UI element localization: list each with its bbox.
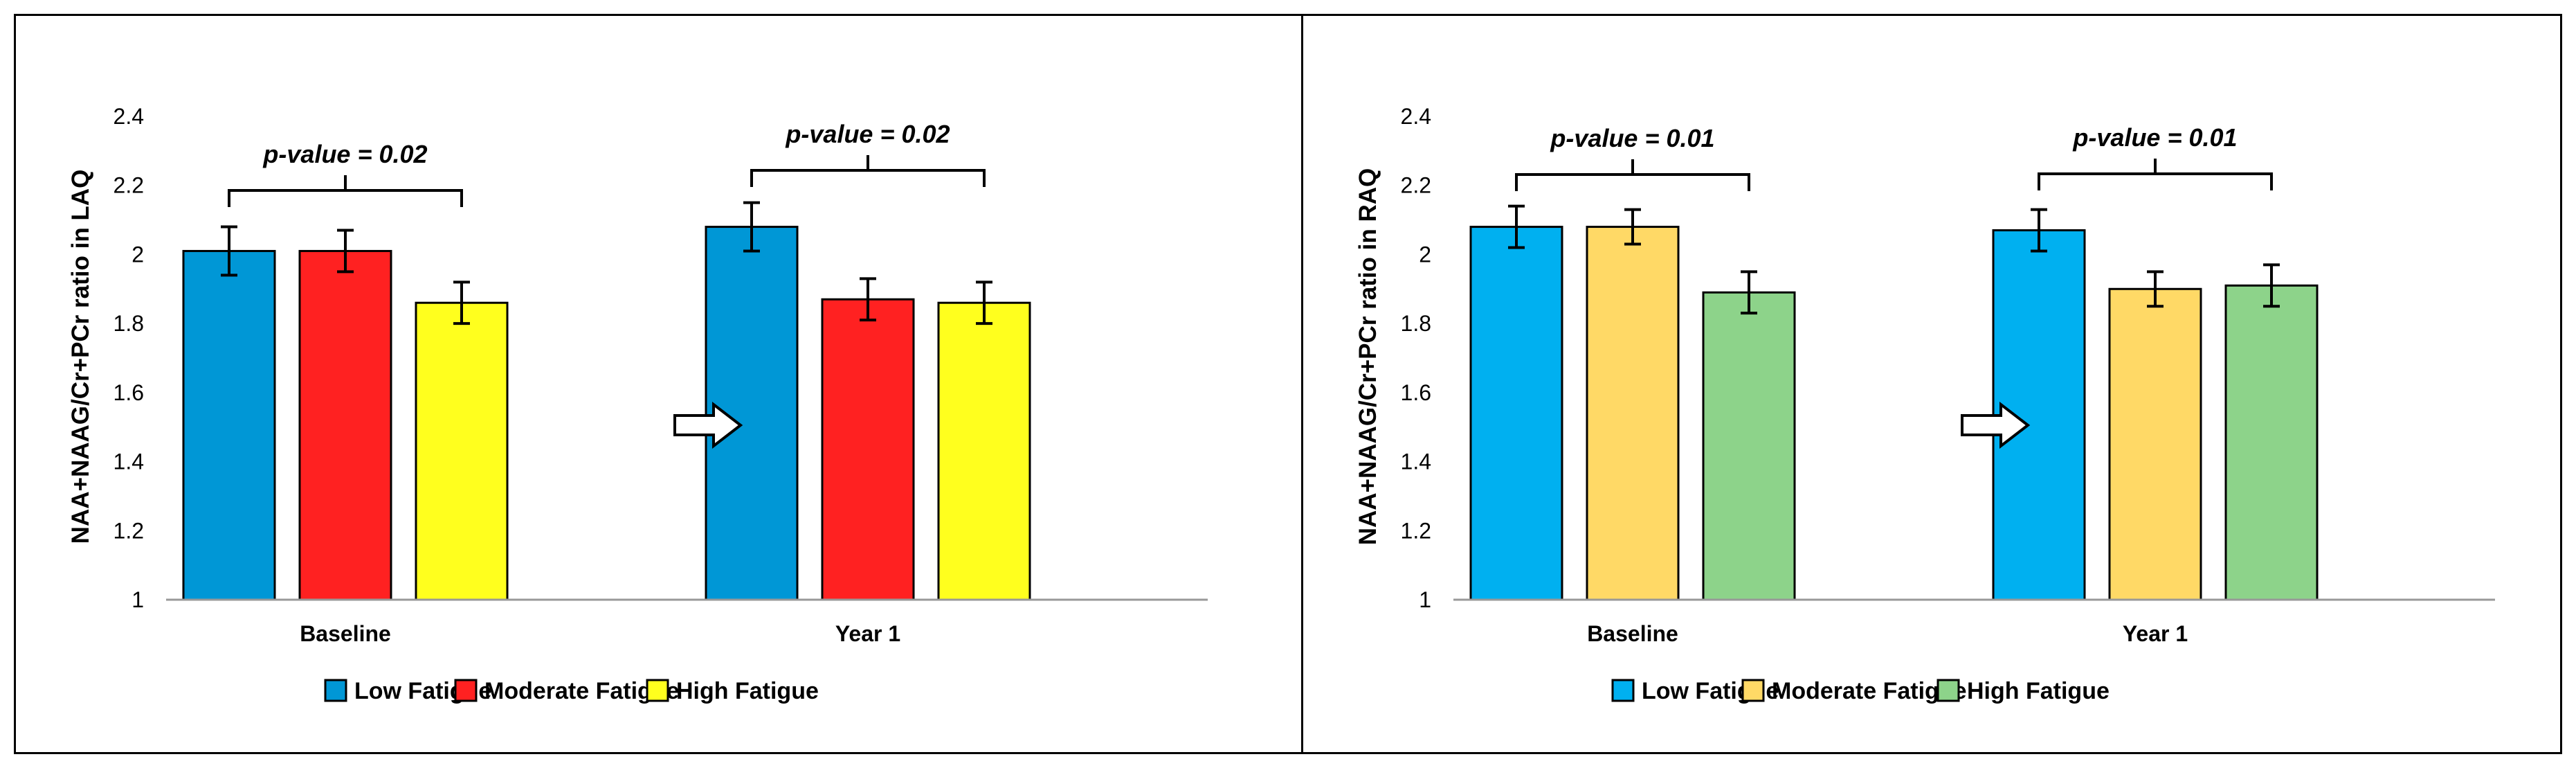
- significance-bracket: [750, 155, 986, 187]
- bar-moderate-fatigue: [2108, 287, 2202, 601]
- y-tick-label: 2.2: [1401, 173, 1431, 198]
- error-bar: [2147, 270, 2164, 308]
- legend-swatch: [324, 679, 347, 702]
- significance-bracket: [228, 175, 463, 207]
- y-tick-label: 1.4: [114, 449, 144, 474]
- bar-moderate-fatigue: [821, 298, 915, 601]
- y-tick-label: 2.4: [114, 104, 144, 129]
- x-tick-label: Baseline: [300, 621, 391, 646]
- y-tick-label: 1.6: [1401, 380, 1431, 405]
- error-bar: [860, 277, 876, 322]
- x-tick-label: Baseline: [1587, 621, 1678, 646]
- panel-divider: [1301, 14, 1303, 754]
- error-bar: [221, 225, 237, 277]
- error-bar: [2263, 263, 2280, 308]
- right-arrow-icon: [1961, 401, 2031, 449]
- figure-frame: [14, 14, 2562, 754]
- bar-low-fatigue: [182, 249, 276, 601]
- bar-low-fatigue: [1469, 226, 1563, 601]
- legend-label: Moderate Fatigue: [1772, 678, 1966, 704]
- right-arrow-icon: [673, 401, 743, 449]
- y-tick-label: 2.4: [1401, 104, 1431, 129]
- legend-swatch: [1611, 679, 1635, 702]
- chart-panel-laq: NAA+NAAG/Cr+PCr ratio in LAQ 1 1.2 1.4 1.6 1…: [67, 104, 1208, 704]
- p-value-annotation: p-value = 0.01: [2072, 123, 2237, 152]
- error-bar: [976, 280, 992, 325]
- y-tick-label: 2.2: [114, 173, 144, 198]
- p-value-annotation: p-value = 0.01: [1550, 124, 1714, 152]
- legend-swatch: [1741, 679, 1765, 702]
- y-tick-label: 1.4: [1401, 449, 1431, 474]
- bar-high-fatigue: [1702, 291, 1796, 601]
- error-bar: [1741, 270, 1757, 315]
- legend-label: High Fatigue: [676, 678, 819, 704]
- chart-panel-raq: NAA+NAAG/Cr+PCr ratio in RAQ 1 1.2 1.4 1.6 1…: [1354, 104, 2495, 704]
- legend-swatch: [646, 679, 669, 702]
- y-tick-label: 1: [1419, 587, 1431, 612]
- bar-high-fatigue: [415, 301, 509, 601]
- y-axis-title: NAA+NAAG/Cr+PCr ratio in RAQ: [1354, 168, 1381, 546]
- y-tick-label: 2: [1419, 242, 1431, 267]
- significance-bracket: [2038, 159, 2273, 190]
- significance-bracket: [1515, 159, 1750, 191]
- bar-high-fatigue: [2224, 284, 2319, 601]
- error-bar: [337, 229, 354, 274]
- x-tick-label: Year 1: [2123, 621, 2188, 646]
- y-tick-label: 1.2: [1401, 518, 1431, 543]
- legend-swatch: [454, 679, 478, 702]
- y-axis-title: NAA+NAAG/Cr+PCr ratio in LAQ: [67, 170, 94, 544]
- error-bar: [1508, 204, 1525, 249]
- y-tick-label: 2: [131, 242, 144, 267]
- y-tick-label: 1.8: [1401, 311, 1431, 336]
- bar-high-fatigue: [937, 301, 1031, 601]
- legend-swatch: [1936, 679, 1960, 702]
- error-bar: [2031, 208, 2047, 253]
- error-bar: [453, 280, 470, 325]
- y-tick-label: 1.8: [114, 311, 144, 336]
- bar-moderate-fatigue: [1586, 226, 1680, 601]
- error-bar: [1624, 208, 1641, 246]
- error-bar: [743, 201, 760, 253]
- x-tick-label: Year 1: [835, 621, 900, 646]
- p-value-annotation: p-value = 0.02: [785, 120, 950, 148]
- y-tick-label: 1.2: [114, 518, 144, 543]
- bar-moderate-fatigue: [298, 249, 392, 601]
- y-tick-label: 1: [131, 587, 144, 612]
- y-tick-label: 1.6: [114, 380, 144, 405]
- legend-label: High Fatigue: [1967, 678, 2110, 704]
- p-value-annotation: p-value = 0.02: [262, 140, 427, 168]
